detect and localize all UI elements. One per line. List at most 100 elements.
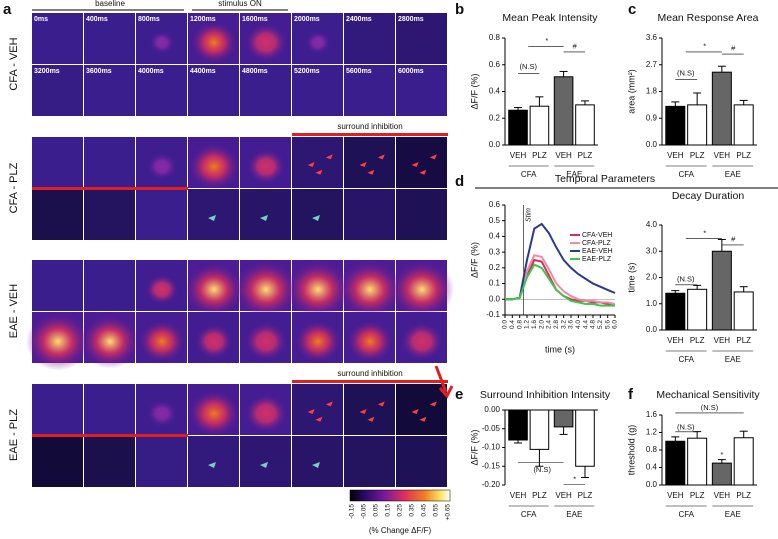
y-tick-label: 3.0	[646, 246, 658, 255]
annotation: *	[703, 228, 706, 237]
panel-letter: b	[455, 1, 464, 18]
time-label: 1600ms	[242, 16, 268, 23]
response-blob	[26, 312, 90, 371]
response-blob	[286, 260, 350, 319]
arrowhead	[359, 162, 367, 168]
bar	[687, 104, 708, 146]
chart-title: Mechanical Sensitivity	[656, 389, 760, 401]
image-tile	[396, 189, 447, 240]
series-line	[505, 263, 615, 307]
time-label: 2400ms	[346, 16, 372, 23]
colorbar-tick: 0.25	[397, 504, 404, 517]
image-tile	[240, 65, 291, 116]
image-tile	[344, 189, 395, 240]
x-tick-label: VEH	[667, 491, 684, 500]
image-tile	[344, 65, 395, 116]
response-blob	[147, 153, 177, 180]
image-tile	[188, 189, 239, 240]
annotation: (N.S)	[677, 275, 695, 284]
x-tick-label: VEH	[555, 151, 572, 160]
image-tile	[292, 137, 343, 188]
y-tick-label: -0.15	[482, 461, 501, 470]
x-tick-label: VEH	[510, 491, 527, 500]
annotation: Stim	[526, 208, 533, 222]
image-tile	[344, 384, 395, 435]
group-label: EAE	[725, 510, 741, 519]
bar	[508, 409, 528, 441]
group-label: EAE	[566, 170, 582, 179]
chart-title: Mean Peak Intensity	[502, 12, 598, 24]
y-tick-label: 0.2	[489, 263, 501, 272]
row-label: CFA - PLZ	[8, 162, 20, 213]
chart-title: Decay Duration	[672, 190, 745, 202]
response-blob	[188, 390, 240, 437]
image-tile	[344, 13, 395, 64]
bar	[733, 104, 754, 146]
image-tile	[32, 384, 83, 435]
y-axis-label: area (mm²)	[626, 69, 636, 114]
x-tick-label: VEH	[714, 336, 731, 345]
image-tile	[396, 384, 447, 435]
time-label: 4000ms	[138, 68, 164, 75]
response-blob	[401, 322, 443, 361]
annotation: (N.S)	[677, 68, 695, 77]
bar	[575, 409, 595, 467]
panel-letter: c	[628, 1, 636, 18]
y-tick-label: 0.8	[646, 445, 658, 454]
legend-label: CFA-VEH	[582, 232, 612, 239]
y-tick-label: 4.0	[646, 220, 658, 229]
response-blob	[80, 314, 140, 369]
surround-bar	[32, 187, 188, 190]
x-tick-label: PLZ	[578, 151, 593, 160]
y-tick-label: 0.1	[489, 279, 501, 288]
annotation: *	[720, 450, 723, 459]
panel-letter: a	[3, 1, 12, 18]
image-tile	[344, 436, 395, 487]
response-blob	[247, 149, 285, 184]
arrowhead	[367, 416, 375, 422]
group-label: CFA	[521, 170, 537, 179]
x-tick-label: 3.2	[560, 320, 567, 329]
response-blob	[184, 262, 244, 317]
arrowhead	[312, 462, 320, 468]
surround-label: surround inhibition	[337, 122, 402, 131]
response-blob	[338, 260, 402, 319]
image-tile	[32, 137, 83, 188]
image-tile	[292, 65, 343, 116]
legend-label: EAE-PLZ	[582, 256, 612, 263]
surround-bar	[292, 380, 448, 383]
response-blob	[305, 31, 331, 54]
arrowhead	[315, 416, 323, 422]
y-tick-label: 1.2	[646, 428, 658, 437]
panel-letter: e	[455, 386, 463, 403]
x-tick-label: 4.8	[590, 320, 597, 329]
image-tile	[188, 65, 239, 116]
colorbar-tick: +0.65	[445, 504, 452, 521]
annotation: (N.S)	[701, 403, 719, 412]
y-tick-label: 0.4	[489, 232, 501, 241]
bar	[529, 409, 550, 450]
y-tick-label: 0.9	[646, 113, 658, 122]
colorbar-tick: 0.15	[385, 504, 392, 517]
y-axis-label: ΔF/F (%)	[469, 429, 479, 465]
y-tick-label: 1.8	[646, 87, 658, 96]
legend-label: CFA-PLZ	[582, 240, 612, 247]
x-tick-label: PLZ	[690, 491, 705, 500]
response-blob	[149, 31, 175, 54]
time-label: 5600ms	[346, 68, 372, 75]
x-tick-label: PLZ	[578, 491, 593, 500]
arrowhead	[315, 169, 323, 175]
time-label: 4400ms	[190, 68, 216, 75]
panel-letter: d	[455, 173, 464, 190]
arrowhead	[419, 416, 427, 422]
arrowhead	[359, 409, 367, 415]
response-blob	[145, 274, 179, 305]
callout-arrow	[434, 365, 454, 399]
x-tick-label: 4.4	[582, 320, 589, 329]
image-tile	[396, 65, 447, 116]
x-tick-label: 5.2	[597, 320, 604, 329]
y-tick-label: 0.0	[489, 294, 501, 303]
annotation: #	[573, 42, 578, 51]
series-line	[505, 258, 615, 305]
